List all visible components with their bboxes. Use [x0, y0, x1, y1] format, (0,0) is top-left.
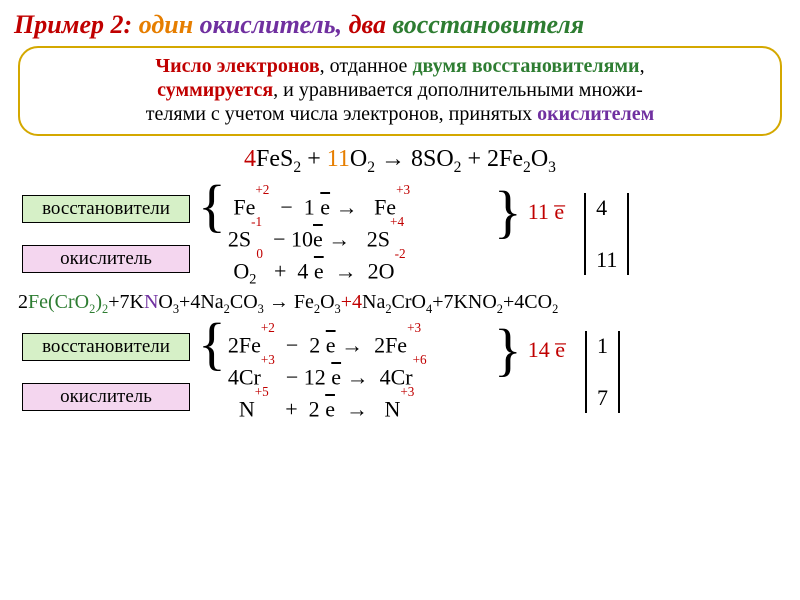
equation-1: 4FeS2 + 11O2 → 8SO2 + 2Fe2O3 — [12, 146, 788, 177]
tag-reducers-2: восстановители — [22, 333, 190, 361]
scheme-1: восстановители окислитель { Fe+2 − 1 e →… — [22, 187, 788, 281]
rule-l1a: Число электронов — [155, 55, 319, 77]
vbar-1b — [627, 193, 629, 275]
example-title: Пример 2: один окислитель, два восстанов… — [14, 10, 788, 40]
half-reactions-1: Fe+2 − 1 e → Fe+3 2S-1 − 10e → 2S+4 O20 … — [228, 187, 488, 281]
rule-l3b: окислителем — [537, 103, 654, 125]
hr-n: N+5 + 2 e → N+3 — [228, 389, 488, 419]
rule-l2a: суммируется — [157, 79, 273, 101]
rule-l2b: , и уравнивается дополнительными множи- — [273, 79, 643, 101]
multipliers-2: 1 7 — [597, 331, 608, 413]
right-brace-2: } — [494, 327, 522, 373]
scheme-2: восстановители окислитель { 2Fe+2 − 2 e … — [22, 325, 788, 419]
rule-box: Число электронов, отданное двумя восстан… — [18, 46, 782, 136]
tag-reducers-1: восстановители — [22, 195, 190, 223]
rule-l1b: , отданное — [320, 55, 413, 77]
rule-l3a: телями с учетом числа электронов, принят… — [146, 103, 537, 125]
rule-l1c: двумя восстановителями — [412, 55, 639, 77]
right-brace-1: } — [494, 189, 522, 235]
sum-2: 14 e̅ — [528, 337, 565, 363]
title-lead: Пример 2: — [14, 10, 132, 39]
rule-l1d: , — [640, 55, 645, 77]
tag-oxidizer-1: окислитель — [22, 245, 190, 273]
hr-cr: 4Cr+3 − 12 e → 4Cr+6 — [228, 357, 488, 387]
sum-1: 11 e̅ — [528, 199, 564, 225]
hr-fe: Fe+2 − 1 e → Fe+3 — [228, 187, 488, 217]
vbar-2b — [618, 331, 620, 413]
title-reduc: восстановителя — [392, 10, 584, 39]
equation-2: 2Fe(CrO2)2+7KNO3+4Na2CO3 → Fe2O3+4Na2CrO… — [18, 291, 788, 317]
hr-o: O20 + 4 e → 2O-2 — [228, 251, 488, 281]
title-one: один — [139, 10, 193, 39]
left-brace-2: { — [196, 321, 228, 367]
left-brace-1: { — [196, 183, 228, 229]
multipliers-1: 4 11 — [596, 193, 617, 275]
title-two: два — [349, 10, 386, 39]
hr-s: 2S-1 − 10e → 2S+4 — [228, 219, 488, 249]
hr-fe2: 2Fe+2 − 2 e → 2Fe+3 — [228, 325, 488, 355]
tag-oxidizer-2: окислитель — [22, 383, 190, 411]
half-reactions-2: 2Fe+2 − 2 e → 2Fe+3 4Cr+3 − 12 e → 4Cr+6… — [228, 325, 488, 419]
vbar-1a — [584, 193, 586, 275]
title-oxid: окислитель, — [200, 10, 342, 39]
vbar-2a — [585, 331, 587, 413]
